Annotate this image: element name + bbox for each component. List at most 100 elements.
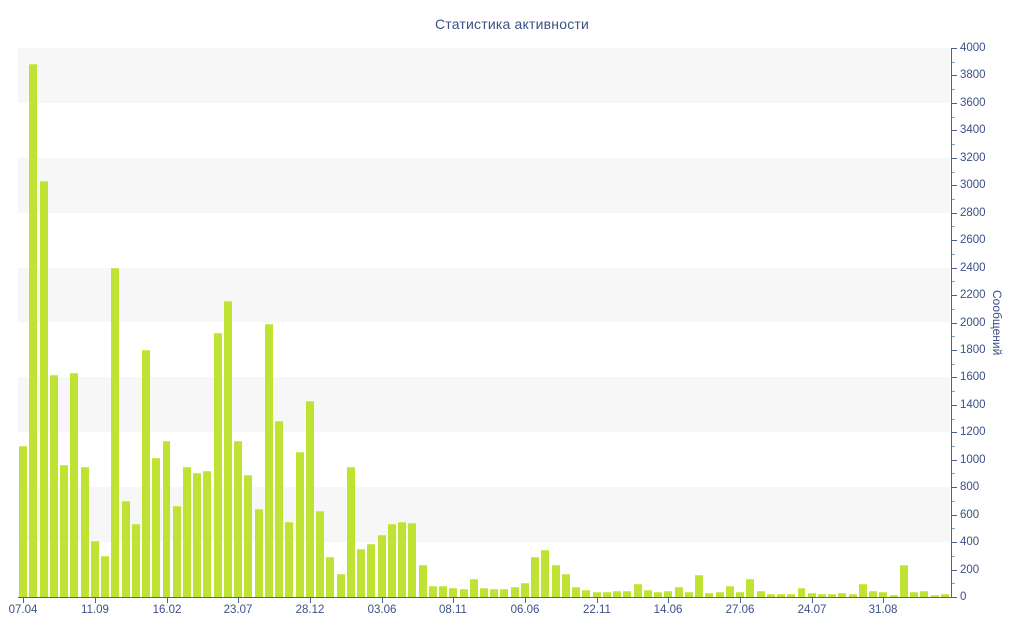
- bar[interactable]: [582, 590, 591, 597]
- bar[interactable]: [172, 506, 181, 597]
- bar[interactable]: [613, 590, 622, 597]
- bar[interactable]: [90, 540, 99, 597]
- bar[interactable]: [121, 500, 130, 597]
- bar[interactable]: [920, 590, 929, 597]
- y-axis-tick: [952, 597, 957, 598]
- bar[interactable]: [930, 594, 939, 597]
- bar[interactable]: [101, 555, 110, 597]
- bar[interactable]: [49, 374, 58, 597]
- bar[interactable]: [418, 565, 427, 597]
- bar[interactable]: [725, 586, 734, 597]
- bar[interactable]: [469, 579, 478, 597]
- bar[interactable]: [889, 595, 898, 597]
- bar[interactable]: [162, 440, 171, 597]
- bar[interactable]: [490, 588, 499, 597]
- bar[interactable]: [275, 421, 284, 597]
- bar[interactable]: [19, 446, 28, 597]
- bar[interactable]: [777, 594, 785, 597]
- bar[interactable]: [695, 575, 704, 597]
- bar[interactable]: [807, 592, 816, 597]
- bar[interactable]: [756, 590, 765, 597]
- bar[interactable]: [797, 588, 806, 597]
- bar[interactable]: [223, 300, 232, 597]
- bar[interactable]: [940, 594, 949, 597]
- bar[interactable]: [715, 592, 724, 597]
- bar[interactable]: [633, 583, 642, 597]
- bar[interactable]: [377, 535, 386, 597]
- bar[interactable]: [244, 474, 253, 597]
- y-axis-tick-label: 1800: [960, 344, 986, 356]
- bar[interactable]: [510, 587, 519, 597]
- bar[interactable]: [39, 181, 48, 597]
- bar[interactable]: [736, 592, 745, 597]
- bar[interactable]: [367, 544, 376, 597]
- bar[interactable]: [828, 593, 837, 597]
- bar[interactable]: [602, 591, 611, 597]
- bar[interactable]: [182, 466, 191, 597]
- bar[interactable]: [664, 590, 673, 597]
- x-axis-tick: [167, 598, 168, 603]
- bar[interactable]: [336, 573, 345, 597]
- bar[interactable]: [746, 579, 755, 597]
- bar[interactable]: [787, 593, 796, 597]
- bar[interactable]: [346, 466, 355, 597]
- bar[interactable]: [643, 590, 652, 597]
- bar[interactable]: [572, 587, 581, 597]
- bar[interactable]: [684, 591, 693, 597]
- y-axis-tick-label: 2200: [960, 289, 986, 301]
- bar[interactable]: [234, 440, 243, 597]
- bar[interactable]: [551, 565, 560, 597]
- bar[interactable]: [899, 565, 908, 597]
- bar[interactable]: [592, 591, 601, 597]
- bar[interactable]: [316, 510, 325, 597]
- bar[interactable]: [193, 473, 202, 597]
- bar[interactable]: [705, 592, 714, 597]
- bar[interactable]: [60, 465, 69, 597]
- bar[interactable]: [674, 586, 683, 597]
- bar[interactable]: [541, 549, 550, 597]
- bar[interactable]: [766, 594, 775, 597]
- bar[interactable]: [838, 592, 847, 597]
- bar[interactable]: [357, 548, 366, 597]
- bar[interactable]: [459, 588, 468, 597]
- bar[interactable]: [80, 466, 89, 597]
- bar[interactable]: [623, 590, 632, 597]
- bar[interactable]: [387, 524, 396, 597]
- bar[interactable]: [70, 373, 79, 597]
- y-axis-tick-label: 3000: [960, 179, 986, 191]
- bar[interactable]: [439, 586, 448, 597]
- bar[interactable]: [264, 323, 273, 597]
- bar[interactable]: [500, 588, 509, 597]
- bar[interactable]: [869, 590, 878, 597]
- bar[interactable]: [305, 400, 314, 597]
- x-axis-tick-label: 23.07: [223, 604, 253, 616]
- bar[interactable]: [910, 591, 919, 597]
- bar[interactable]: [203, 470, 212, 597]
- bar[interactable]: [285, 522, 294, 597]
- bar[interactable]: [398, 522, 407, 597]
- bar[interactable]: [111, 267, 120, 597]
- bar[interactable]: [142, 349, 150, 597]
- y-axis-tick: [952, 570, 957, 571]
- bar[interactable]: [428, 586, 437, 597]
- bar[interactable]: [879, 591, 888, 597]
- bar[interactable]: [654, 591, 663, 597]
- bar[interactable]: [449, 588, 458, 597]
- bar[interactable]: [848, 593, 857, 597]
- bar[interactable]: [29, 64, 38, 597]
- bar[interactable]: [152, 458, 161, 597]
- bar[interactable]: [561, 574, 570, 597]
- y-axis-tick-label: 2400: [960, 262, 986, 274]
- bar[interactable]: [531, 556, 540, 597]
- bar[interactable]: [295, 452, 304, 597]
- bar[interactable]: [254, 509, 263, 597]
- bar[interactable]: [131, 524, 140, 597]
- bar[interactable]: [480, 588, 488, 597]
- y-axis-tick: [952, 460, 957, 461]
- bar[interactable]: [326, 557, 335, 597]
- bar[interactable]: [408, 522, 417, 597]
- bar[interactable]: [213, 333, 222, 597]
- bar[interactable]: [858, 583, 867, 597]
- bar[interactable]: [520, 583, 529, 597]
- bar[interactable]: [817, 594, 826, 597]
